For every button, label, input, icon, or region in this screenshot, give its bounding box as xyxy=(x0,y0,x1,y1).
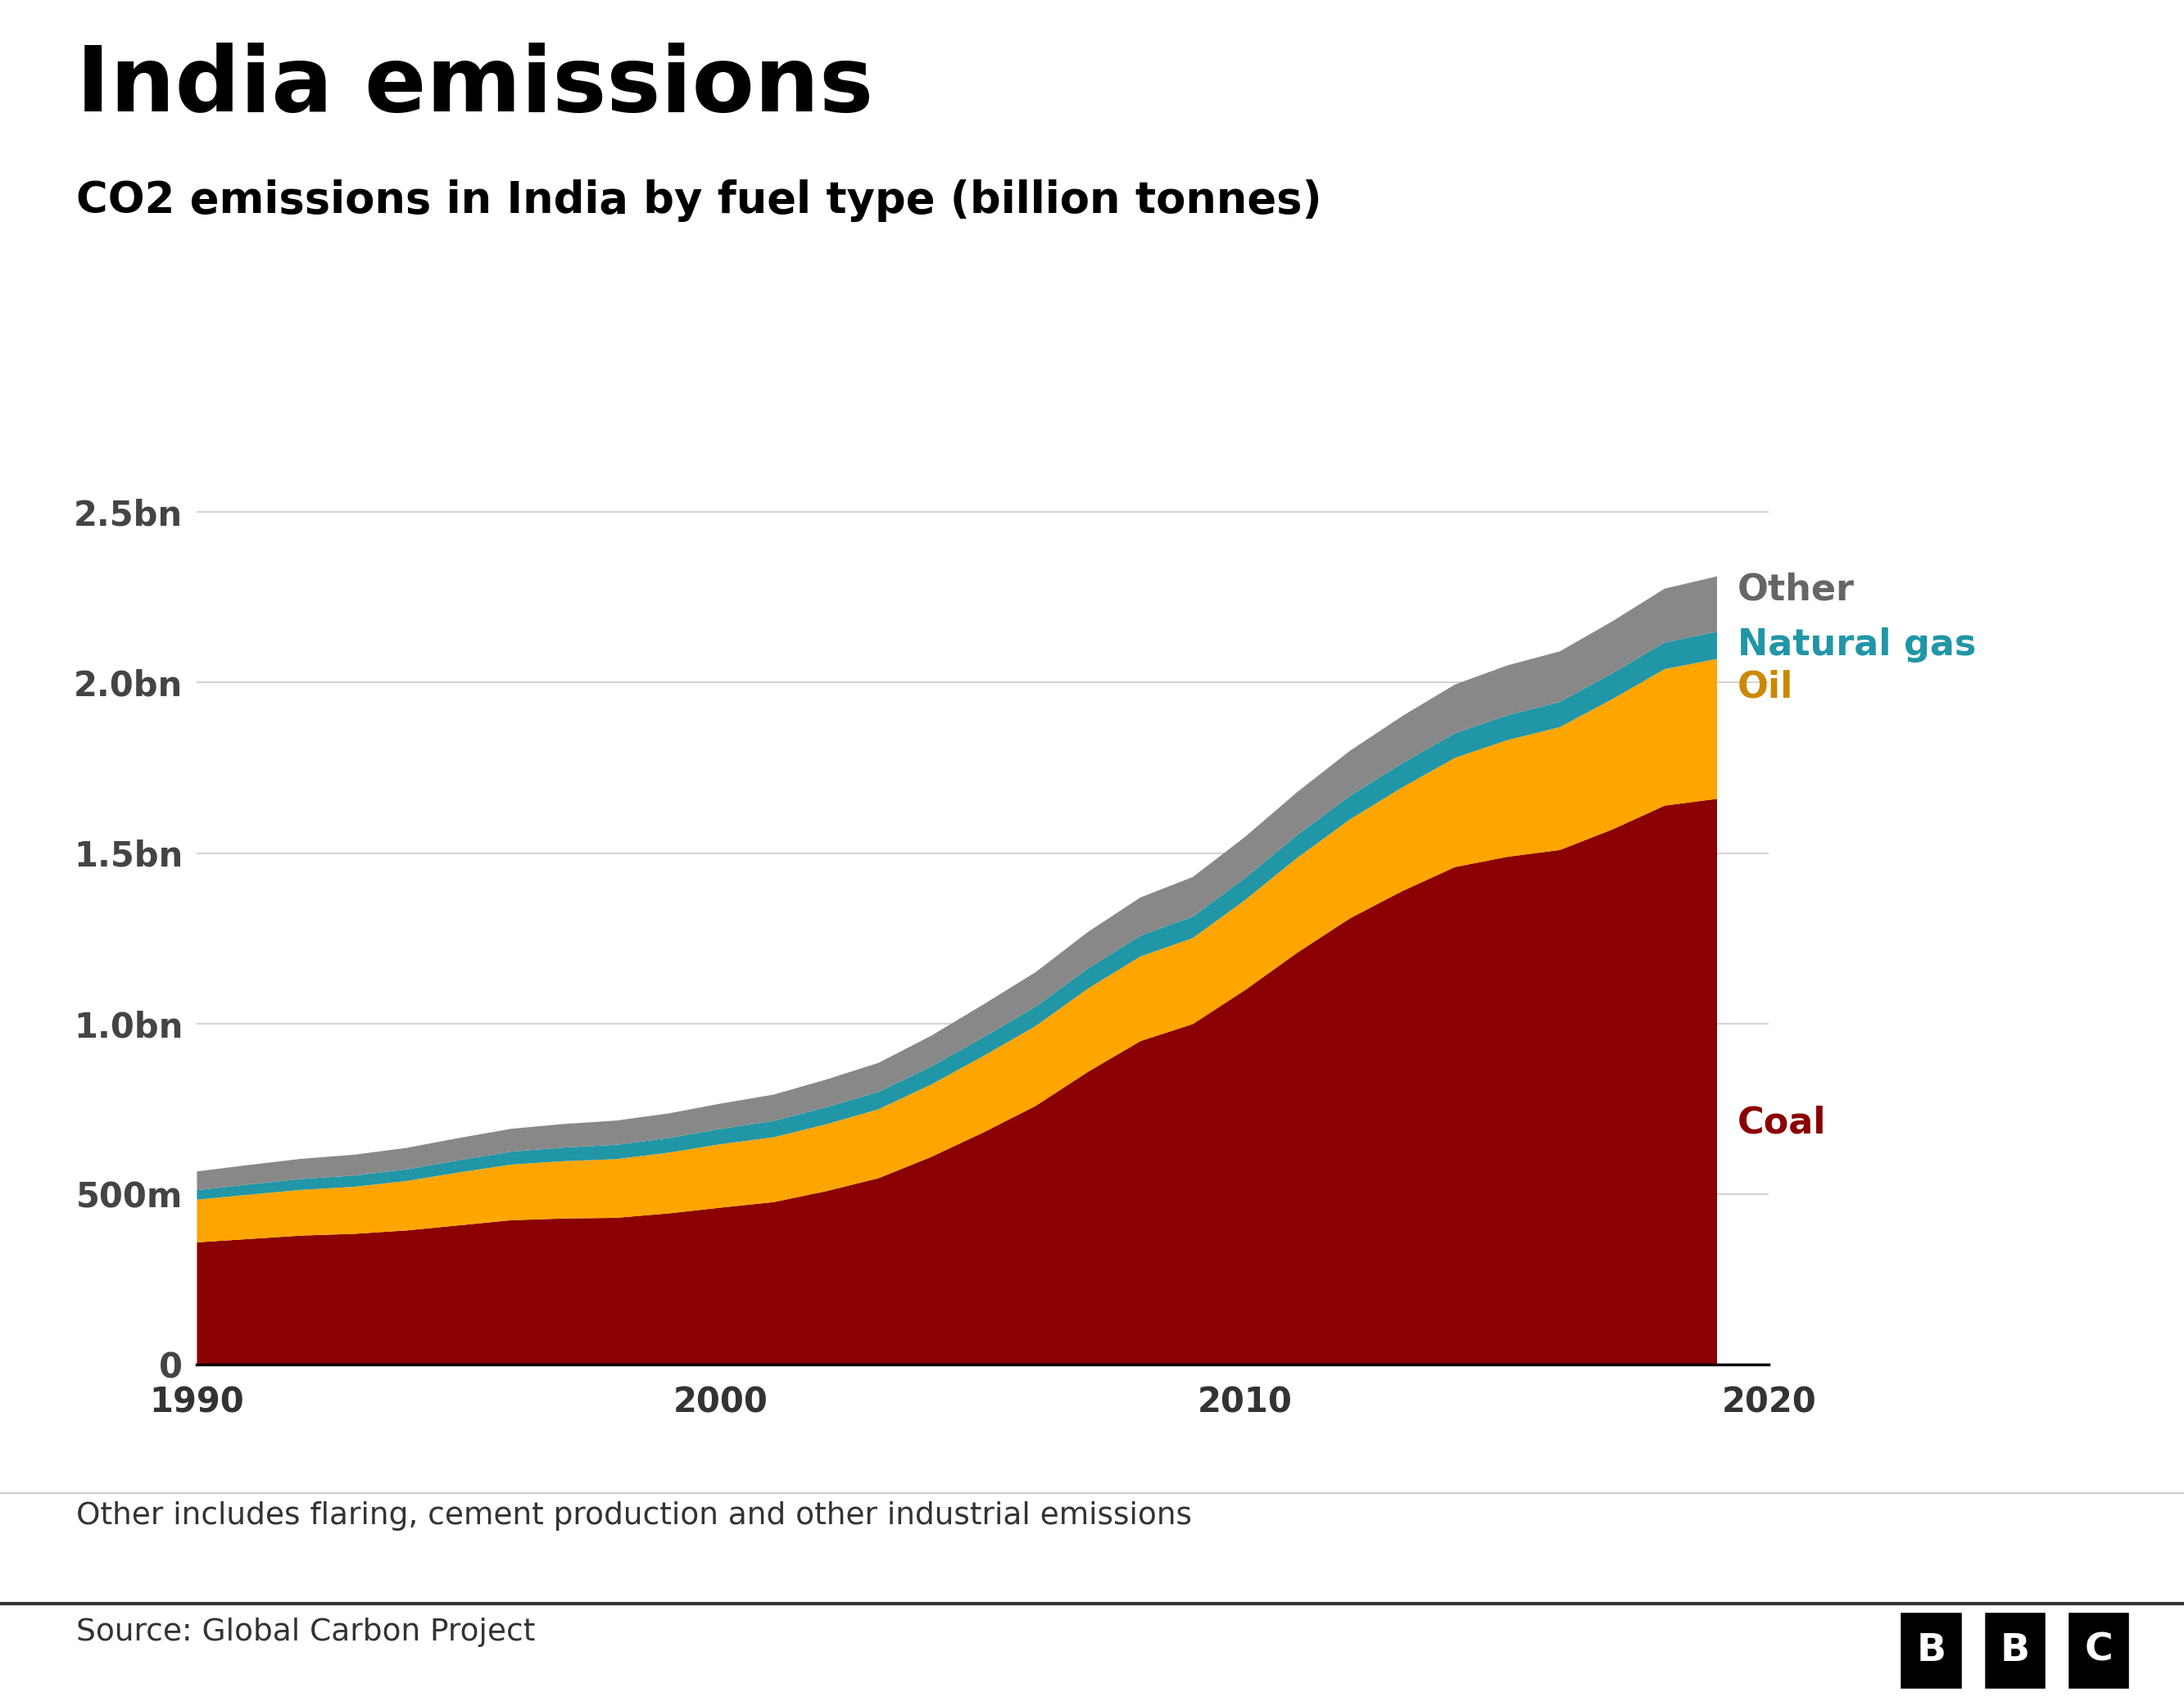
Text: Source: Global Carbon Project: Source: Global Carbon Project xyxy=(76,1617,535,1646)
Text: C: C xyxy=(2084,1633,2112,1668)
Text: Other includes flaring, cement production and other industrial emissions: Other includes flaring, cement productio… xyxy=(76,1501,1192,1530)
FancyBboxPatch shape xyxy=(2066,1610,2129,1691)
Text: Coal: Coal xyxy=(1738,1105,1826,1140)
Text: B: B xyxy=(1915,1633,1946,1668)
Text: Other: Other xyxy=(1738,572,1854,607)
FancyBboxPatch shape xyxy=(1900,1610,1963,1691)
Text: Natural gas: Natural gas xyxy=(1738,628,1977,662)
Text: Oil: Oil xyxy=(1738,670,1793,705)
FancyBboxPatch shape xyxy=(1983,1610,2046,1691)
Text: B: B xyxy=(2001,1633,2029,1668)
Text: India emissions: India emissions xyxy=(76,43,874,130)
Text: CO2 emissions in India by fuel type (billion tonnes): CO2 emissions in India by fuel type (bil… xyxy=(76,179,1321,222)
